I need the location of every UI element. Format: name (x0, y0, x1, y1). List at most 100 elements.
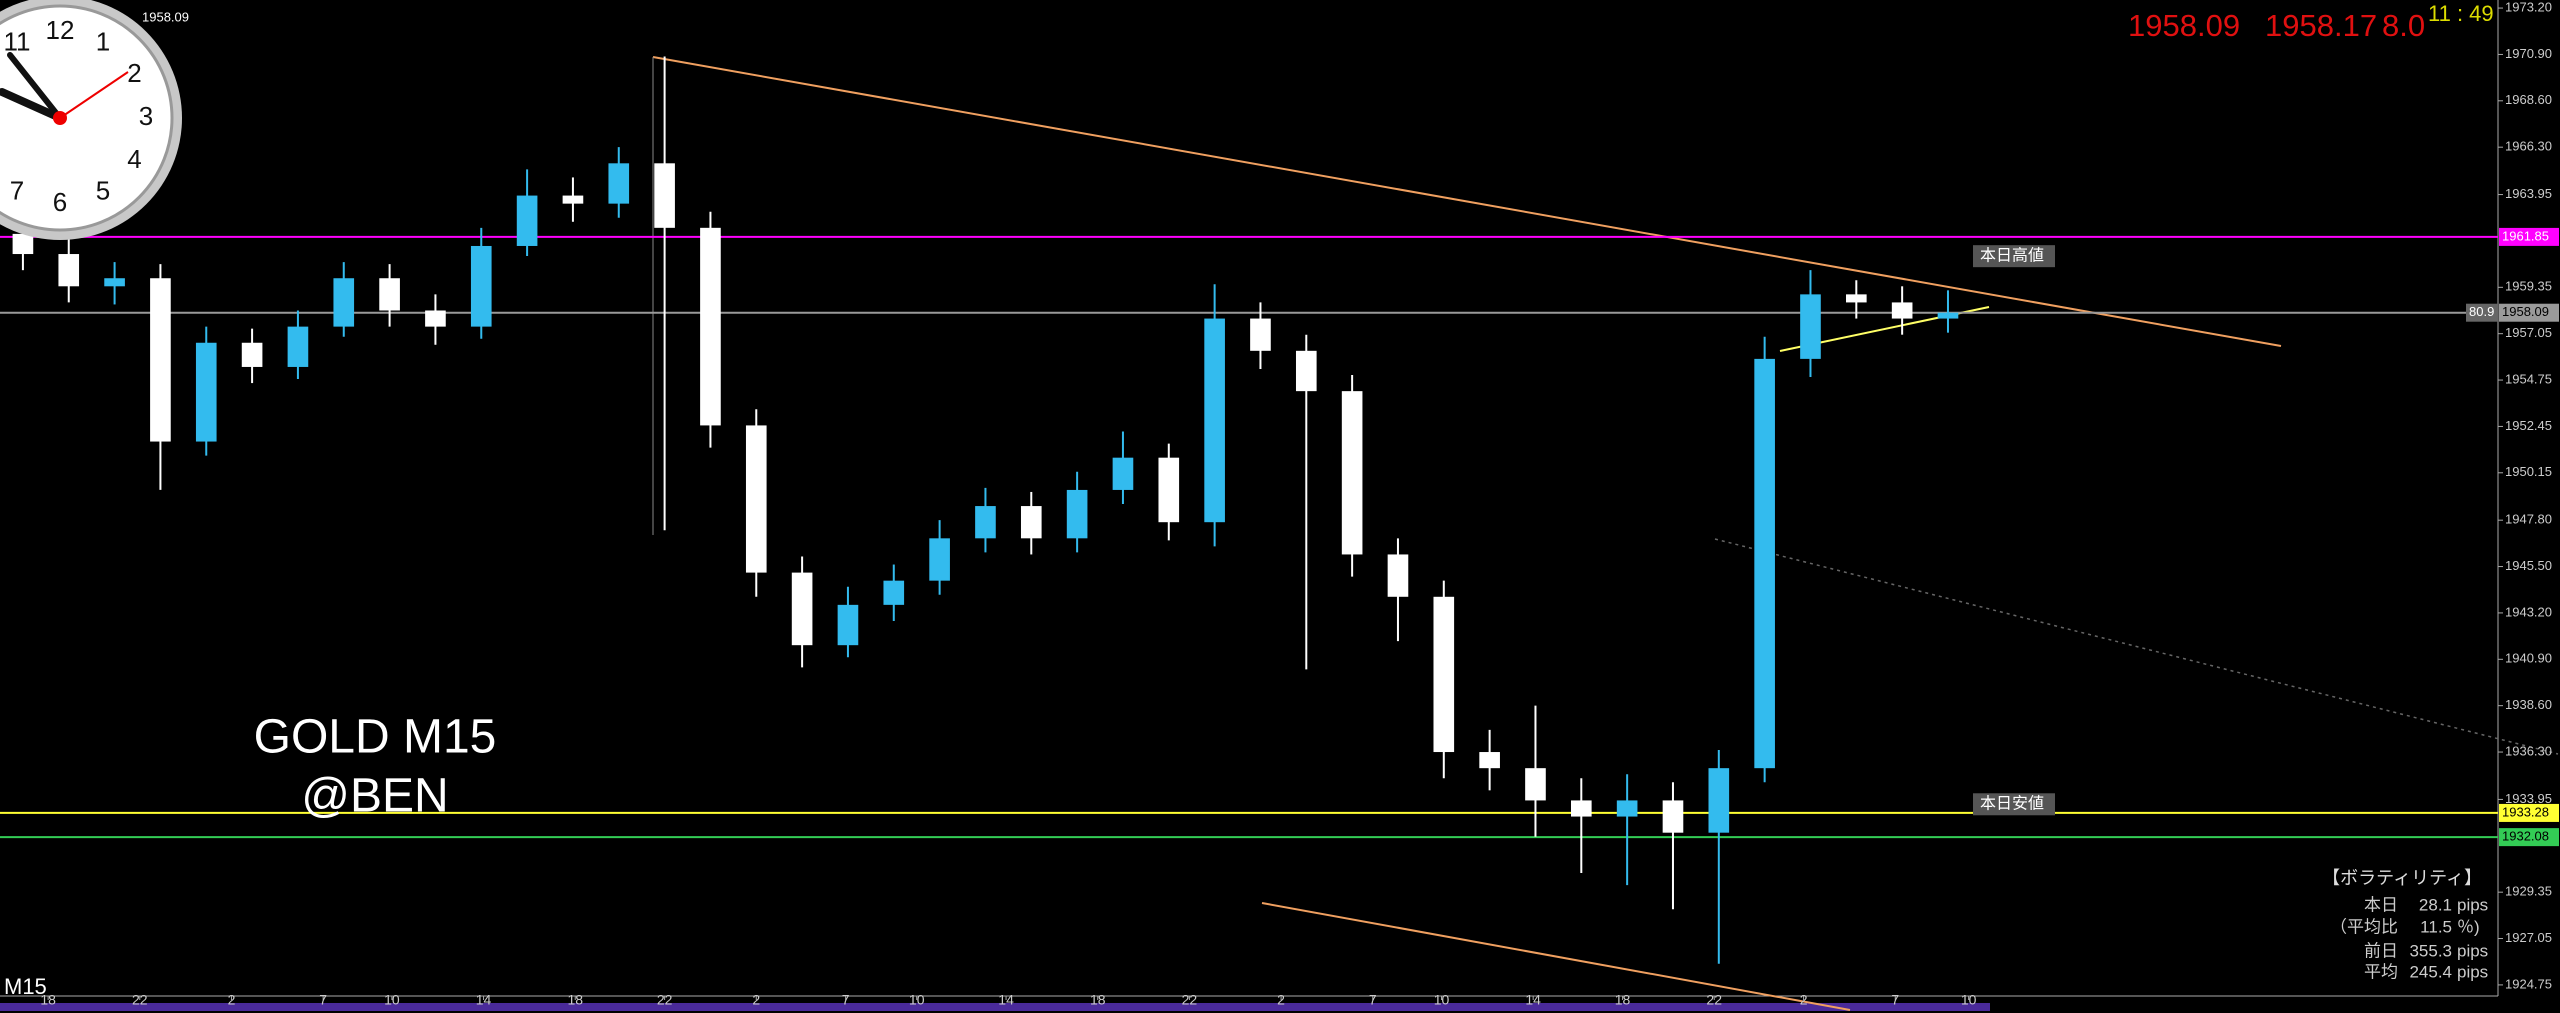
candle-body (287, 326, 309, 367)
y-tick-label: 1968.60 (2505, 92, 2552, 107)
volatility-value: 355.3 (2409, 941, 2452, 960)
y-tick-label: 1929.35 (2505, 884, 2552, 899)
x-tick-label: 14 (476, 992, 492, 1008)
x-tick-label: 10 (1434, 992, 1450, 1008)
candle-body (1295, 350, 1317, 392)
candle-body (1112, 457, 1134, 490)
time: 11 : 49 (2428, 1, 2494, 26)
y-tick-label: 1957.05 (2505, 325, 2552, 340)
clock-numerals: 121234567891011 (4, 15, 154, 217)
volatility-label: （平均比 (2330, 917, 2398, 936)
level-label-box (2499, 227, 2559, 246)
volatility-panel: 【ボラティリティ】 本日 28.1 pips （平均比 11.5 ％) 前日 355.3 pip… (2322, 868, 2488, 982)
volatility-unit: pips (2457, 962, 2488, 981)
x-tick-label: 18 (1090, 992, 1106, 1008)
offset-label: 80.9 (2469, 304, 2494, 319)
candle-body (1708, 768, 1730, 833)
spread: 8.0 (2382, 8, 2425, 43)
y-tick-label: 1952.45 (2505, 418, 2552, 433)
candle-body (1250, 318, 1271, 351)
y-tick-label: 1947.80 (2505, 512, 2552, 527)
x-tick-label: 22 (1706, 992, 1722, 1008)
candle-body (1891, 302, 1913, 319)
candle-body (470, 245, 492, 327)
level-label-box (2499, 828, 2559, 847)
level-label-box (2499, 803, 2559, 822)
y-tick-label: 1966.30 (2505, 139, 2552, 154)
level-label: 1961.85 (2502, 228, 2549, 243)
x-tick-label: 2 (228, 992, 236, 1008)
candle-body (1800, 294, 1821, 359)
x-tick-label: 18 (1615, 992, 1631, 1008)
corner-price: 1958.09 (142, 9, 189, 24)
candle-body (929, 538, 950, 581)
channel-line (1714, 538, 2559, 755)
candle-body (1020, 506, 1042, 539)
hour-hand (0, 88, 64, 122)
candle-body (837, 604, 859, 646)
x-tick-label: 7 (1369, 992, 1377, 1008)
volatility-label: 本日 (2364, 895, 2398, 914)
candle-body (1433, 596, 1455, 753)
candle-body (654, 163, 675, 228)
x-tick-label: 7 (319, 992, 327, 1008)
y-tick-label: 1933.95 (2505, 791, 2552, 806)
x-tick-label: 2 (1277, 992, 1285, 1008)
volatility-unit: pips (2457, 895, 2488, 914)
candle-body (791, 572, 813, 646)
candle-body (1937, 312, 1959, 319)
x-tick-label: 7 (842, 992, 850, 1008)
x-tick-label: 2 (1800, 992, 1808, 1008)
level-label-box (2499, 303, 2559, 322)
day-label-box (1973, 245, 2055, 268)
chart-subtitle: @BEN (301, 770, 448, 823)
candle-body (1525, 768, 1546, 801)
candle-body (1158, 457, 1180, 523)
clock-numeral: 1 (96, 26, 110, 56)
x-tick-label: 22 (1182, 992, 1198, 1008)
clock-numeral: 5 (96, 175, 110, 205)
clock-numeral: 12 (46, 15, 75, 45)
y-tick-label: 1959.35 (2505, 279, 2552, 294)
chart-title: GOLD M15 (254, 711, 497, 764)
y-tick-label: 1927.05 (2505, 930, 2552, 945)
timeframe: M15 (4, 974, 47, 999)
volatility-title: 【ボラティリティ】 (2322, 868, 2482, 888)
volatility-label: 前日 (2364, 941, 2398, 960)
candle-body (516, 195, 538, 246)
candle-body (1387, 554, 1409, 597)
level-label: 1958.09 (2502, 304, 2549, 319)
volatility-value: 11.5 (2420, 917, 2452, 936)
candle-body (58, 254, 80, 287)
session-strip (0, 1003, 1990, 1011)
candle-body (379, 278, 400, 311)
candle-body (333, 278, 355, 327)
second-hand (59, 71, 129, 119)
volatility-label: 平均 (2364, 962, 2398, 981)
x-tick-label: 10 (909, 992, 925, 1008)
minute-hand (7, 52, 63, 121)
y-tick-label: 1970.90 (2505, 46, 2552, 61)
candle-body (1754, 358, 1775, 769)
clock: 121234567891011 (0, 0, 182, 240)
x-tick-label: 10 (384, 992, 400, 1008)
y-tick-label: 1938.60 (2505, 697, 2552, 712)
candle-body (195, 342, 217, 442)
candle-body (1845, 294, 1867, 303)
y-tick-label: 1973.20 (2505, 0, 2552, 15)
day-label-box (1973, 793, 2055, 816)
clock-face (0, 4, 174, 232)
y-tick-label: 1940.90 (2505, 651, 2552, 666)
candle-body (700, 227, 721, 426)
clock-numeral: 4 (127, 144, 141, 174)
y-tick-label: 1924.75 (2505, 976, 2552, 991)
candle-body (1570, 800, 1592, 817)
level-label: 1932.08 (2502, 829, 2549, 844)
y-tick-label: 1945.50 (2505, 558, 2552, 573)
y-tick-label: 1963.95 (2505, 186, 2552, 201)
y-tick-label: 1936.30 (2505, 743, 2552, 758)
y-tick-label: 1943.20 (2505, 604, 2552, 619)
